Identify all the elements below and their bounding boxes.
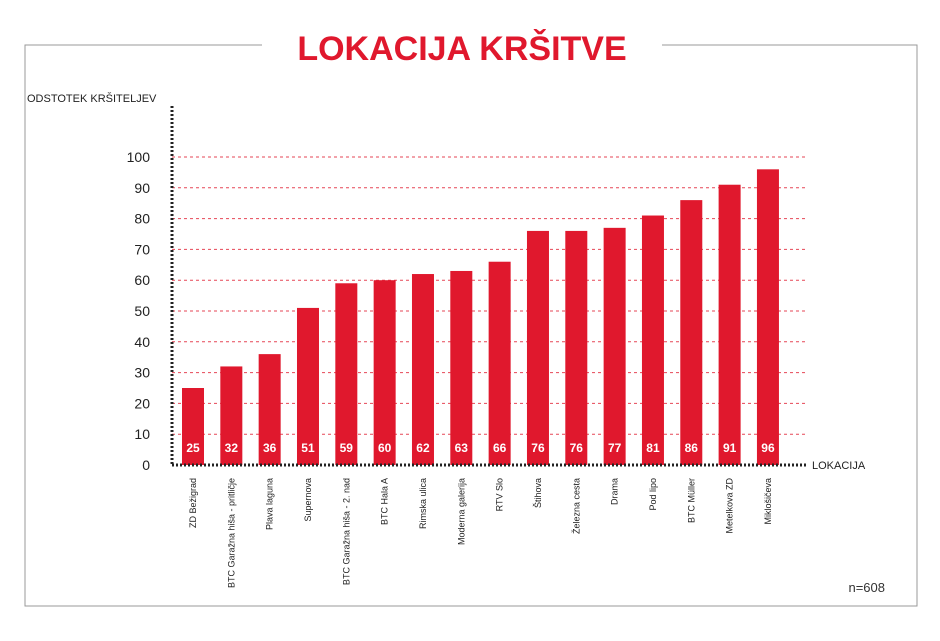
x-tick-label: Moderna galerija xyxy=(456,478,466,545)
bar xyxy=(220,366,243,465)
value-label: 59 xyxy=(340,441,354,455)
value-label: 36 xyxy=(263,441,277,455)
value-label: 51 xyxy=(301,441,315,455)
value-label: 91 xyxy=(723,441,737,455)
x-tick-label: Supernova xyxy=(303,478,313,522)
x-tick-label: Pod lipo xyxy=(648,478,658,511)
chart-title: LOKACIJA KRŠITVE xyxy=(297,29,626,68)
value-label: 62 xyxy=(416,441,430,455)
bar xyxy=(756,169,779,465)
x-tick-label: Štihova xyxy=(533,478,543,508)
sample-note: n=608 xyxy=(848,580,885,595)
x-tick-label: Drama xyxy=(610,478,620,505)
value-label: 77 xyxy=(608,441,622,455)
x-tick-label: BTC Garažna hiša - 2. nad xyxy=(341,478,351,585)
y-tick-label: 20 xyxy=(134,395,150,411)
value-label: 86 xyxy=(685,441,699,455)
title-backdrop xyxy=(262,20,662,70)
x-tick-label: Plava laguna xyxy=(265,478,275,530)
x-tick-label: BTC Müller xyxy=(686,478,696,523)
x-tick-label: BTC Garažna hiša - pritličje xyxy=(226,478,236,588)
bar xyxy=(335,283,358,465)
bar xyxy=(641,215,664,465)
bar xyxy=(565,230,588,465)
bar xyxy=(526,230,549,465)
y-axis-label: ODSTOTEK KRŠITELJEV xyxy=(27,92,157,105)
value-label: 96 xyxy=(761,441,775,455)
value-label: 60 xyxy=(378,441,392,455)
bar xyxy=(411,274,434,465)
bar xyxy=(603,227,626,465)
y-tick-label: 60 xyxy=(134,272,150,288)
y-tick-label: 90 xyxy=(134,180,150,196)
y-tick-label: 30 xyxy=(134,365,150,381)
x-tick-label: BTC Hala A xyxy=(380,478,390,525)
plot-area: 0 10 20 30 40 50 60 70 80 90 100 25 ZD Bežigrad 32 BTC… xyxy=(127,149,805,588)
y-tick-label: 40 xyxy=(134,334,150,350)
value-label: 76 xyxy=(531,441,545,455)
value-label: 66 xyxy=(493,441,507,455)
x-tick-label: ZD Bežigrad xyxy=(188,478,198,528)
value-label: 25 xyxy=(186,441,200,455)
x-tick-label: Metelkova ZD xyxy=(725,478,735,534)
x-tick-label: Miklošičeva xyxy=(763,478,773,525)
bar xyxy=(680,200,703,465)
bar xyxy=(182,388,204,465)
y-tick-label: 70 xyxy=(134,241,150,257)
bar xyxy=(488,261,511,465)
bar xyxy=(450,270,473,465)
bar xyxy=(718,184,741,465)
value-label: 63 xyxy=(455,441,469,455)
x-tick-label: RTV Slo xyxy=(495,478,505,511)
y-tick-label: 100 xyxy=(127,149,151,165)
bar xyxy=(258,354,281,465)
y-tick-label: 80 xyxy=(134,211,150,227)
x-tick-label: Železna cesta xyxy=(571,478,581,534)
y-tick-label: 10 xyxy=(134,426,150,442)
x-axis-label: LOKACIJA xyxy=(812,460,866,472)
value-label: 81 xyxy=(646,441,660,455)
bar xyxy=(296,307,319,465)
value-label: 76 xyxy=(570,441,584,455)
y-tick-label: 0 xyxy=(142,457,150,473)
y-tick-label: 50 xyxy=(134,303,150,319)
bar xyxy=(373,280,396,465)
x-tick-label: Rimska ulica xyxy=(418,478,428,529)
value-label: 32 xyxy=(225,441,239,455)
